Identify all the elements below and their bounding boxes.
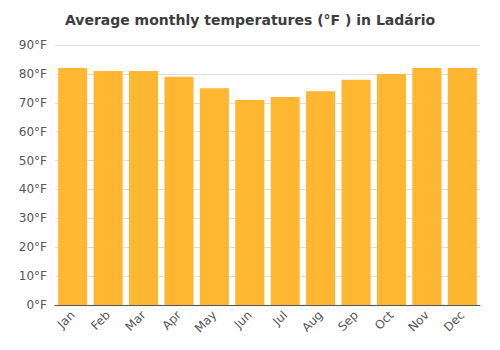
svg-text:Jan: Jan: [54, 308, 78, 332]
svg-text:80°F: 80°F: [19, 67, 47, 81]
svg-text:Sep: Sep: [335, 308, 361, 334]
svg-text:Nov: Nov: [405, 308, 431, 334]
svg-text:Aug: Aug: [299, 308, 325, 334]
svg-text:Jun: Jun: [231, 308, 255, 332]
svg-text:50°F: 50°F: [19, 154, 47, 168]
svg-text:Jul: Jul: [269, 308, 290, 329]
svg-text:May: May: [192, 308, 219, 335]
svg-text:60°F: 60°F: [19, 125, 47, 139]
svg-text:Oct: Oct: [372, 308, 397, 333]
svg-text:10°F: 10°F: [19, 269, 47, 283]
svg-text:90°F: 90°F: [19, 38, 47, 52]
svg-text:Apr: Apr: [159, 308, 184, 333]
svg-text:Average monthly temperatures (: Average monthly temperatures (°F ) in La…: [65, 12, 436, 28]
svg-text:70°F: 70°F: [19, 96, 47, 110]
svg-text:Feb: Feb: [88, 308, 113, 333]
svg-text:30°F: 30°F: [19, 211, 47, 225]
svg-text:40°F: 40°F: [19, 182, 47, 196]
svg-text:20°F: 20°F: [19, 240, 47, 254]
svg-text:Mar: Mar: [123, 308, 149, 334]
svg-text:0°F: 0°F: [26, 298, 47, 312]
svg-text:Dec: Dec: [441, 308, 467, 334]
